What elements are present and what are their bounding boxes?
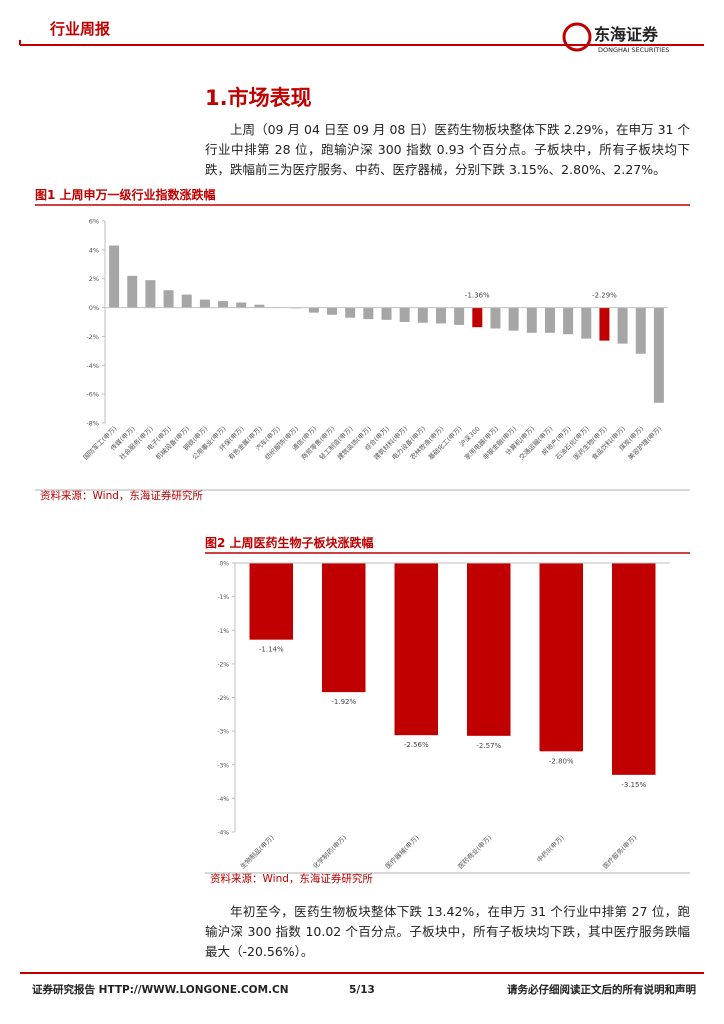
x-tick-label: 医药商业(申万) — [456, 833, 494, 871]
bar — [145, 280, 156, 308]
bar — [181, 294, 192, 308]
bar — [472, 307, 483, 328]
source: 资料来源：Wind，东海证券研究所 — [210, 872, 373, 885]
bar — [526, 307, 537, 333]
bar — [345, 307, 356, 318]
y-tick-label: 0% — [219, 561, 229, 568]
header-decoration: 东海证券 DONGHAI SECURITIES — [19, 22, 704, 54]
paragraph: 上周（09 月 04 日至 09 月 08 日）医药生物板块整体下跌 2.29%… — [205, 122, 690, 177]
bar — [363, 307, 374, 320]
bar — [454, 307, 465, 325]
footer-left: 证券研究报告 HTTP://WWW.LONGONE.COM.CN — [32, 983, 289, 996]
figure-title: 图1 上周申万一级行业指数涨跌幅 — [35, 187, 216, 202]
bar — [163, 290, 174, 308]
y-tick-label: -3% — [217, 729, 229, 736]
bar — [308, 307, 319, 313]
figure-2: 图2 上周医药生物子板块涨跌幅 0% -1% -1% -2% -2% -3% -3% -4% -4… — [205, 535, 690, 885]
bar — [635, 307, 646, 354]
source: 资料来源：Wind，东海证券研究所 — [40, 489, 203, 502]
x-tick-label: 中药II(申万) — [535, 833, 566, 864]
logo-en: DONGHAI SECURITIES — [598, 46, 669, 54]
bar — [467, 563, 511, 736]
bar — [327, 307, 338, 315]
y-tick-label: -2% — [217, 661, 229, 668]
bar — [539, 563, 583, 752]
y-tick-label: -3% — [217, 762, 229, 769]
y-tick-label: -4% — [86, 362, 99, 370]
figure-title: 图2 上周医药生物子板块涨跌幅 — [205, 535, 374, 550]
y-tick-label: 6% — [89, 218, 99, 226]
y-tick-label: 0% — [89, 304, 99, 312]
y-tick-label: -8% — [86, 420, 99, 428]
bar — [653, 307, 664, 403]
y-tick-label: -4% — [217, 830, 229, 837]
bar — [399, 307, 410, 322]
footer-right: 请务必仔细阅读正文后的所有说明和声明 — [507, 983, 696, 996]
bar — [544, 307, 555, 333]
value-label: -2.56% — [404, 741, 429, 749]
x-tick-label: 化学制药(申万) — [311, 833, 349, 871]
bar — [563, 307, 574, 335]
bar — [394, 563, 438, 736]
bar — [236, 302, 247, 308]
bar — [218, 301, 229, 308]
y-tick-label: -6% — [86, 391, 99, 399]
bar — [109, 245, 120, 308]
bar — [381, 307, 392, 320]
bar — [322, 563, 366, 693]
y-tick-label: -1% — [217, 628, 229, 635]
paragraph: 年初至今，医药生物板块整体下跌 13.42%，在申万 31 个行业中排第 27 … — [205, 904, 690, 959]
y-tick-label: -1% — [217, 594, 229, 601]
y-tick-label: 2% — [89, 275, 99, 283]
value-label: -1.36% — [465, 292, 490, 300]
logo-mark — [562, 22, 592, 52]
bar — [490, 307, 501, 329]
value-label: -2.80% — [549, 757, 574, 765]
bar — [617, 307, 628, 344]
header-title: 行业周报 — [50, 20, 111, 38]
bar — [581, 307, 592, 339]
bar — [599, 307, 610, 341]
x-tick-label: 医疗器械(申万) — [383, 833, 421, 871]
y-tick-label: 4% — [89, 246, 99, 254]
value-label: -2.29% — [592, 292, 617, 300]
bar — [199, 299, 210, 308]
bar — [435, 307, 446, 324]
section-title: 1.市场表现 — [205, 86, 312, 110]
y-tick-label: -2% — [217, 695, 229, 702]
value-label: -1.14% — [259, 646, 284, 654]
figure-1: 图1 上周申万一级行业指数涨跌幅-8%-6%-4%-2%0%2%4%6%国防军工… — [35, 187, 690, 502]
bar — [249, 563, 293, 640]
value-label: -3.15% — [621, 781, 646, 789]
y-tick-label: -4% — [217, 796, 229, 803]
x-tick-label: 医疗服务(申万) — [601, 833, 639, 871]
footer: 证券研究报告 HTTP://WWW.LONGONE.COM.CN 5/13 请务… — [20, 972, 704, 996]
bar — [254, 304, 265, 308]
value-label: -1.92% — [331, 698, 356, 706]
bar — [417, 307, 428, 323]
bar — [508, 307, 519, 331]
y-tick-label: -2% — [86, 333, 99, 341]
bar — [127, 275, 138, 308]
bar — [612, 563, 656, 775]
value-label: -2.57% — [476, 742, 501, 750]
x-tick-label: 生物制品(申万) — [238, 833, 276, 871]
footer-page: 5/13 — [349, 984, 375, 996]
logo-cn: 东海证券 — [594, 25, 659, 44]
